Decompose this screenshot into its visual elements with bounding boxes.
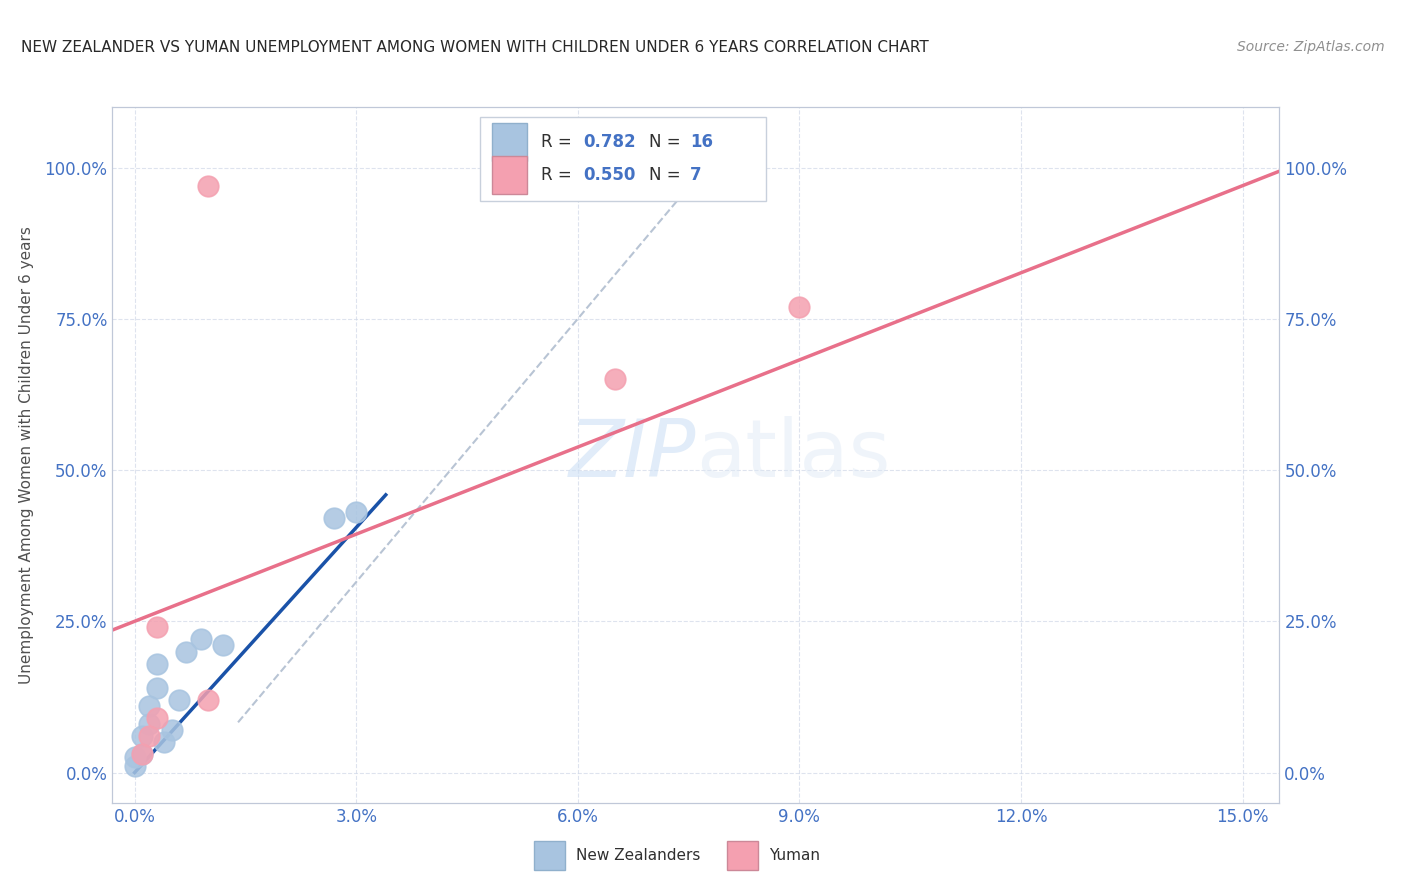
Point [212, 639, 235, 653]
Point [131, 747, 153, 762]
Point [138, 717, 160, 731]
Text: R =: R = [541, 166, 576, 184]
Y-axis label: Unemployment Among Women with Children Under 6 years: Unemployment Among Women with Children U… [18, 226, 34, 684]
Text: ZIP: ZIP [568, 416, 696, 494]
Bar [479, 118, 766, 201]
Bar [492, 156, 527, 194]
Point [190, 632, 212, 647]
Point [176, 644, 198, 658]
Text: atlas: atlas [696, 416, 890, 494]
Point [146, 620, 169, 634]
Point [146, 681, 169, 695]
Point [124, 750, 146, 764]
Point [153, 735, 176, 749]
Point [197, 178, 219, 193]
Text: 0.550: 0.550 [582, 166, 636, 184]
Text: R =: R = [541, 133, 576, 151]
Point [138, 729, 160, 743]
Text: Yuman: Yuman [769, 848, 820, 863]
Text: 0.782: 0.782 [582, 133, 636, 151]
Text: N =: N = [650, 166, 686, 184]
Point [344, 505, 367, 519]
Point [131, 729, 153, 743]
Bar [492, 123, 527, 161]
Text: N =: N = [650, 133, 686, 151]
Point [124, 759, 146, 773]
Point [197, 693, 219, 707]
Point [138, 698, 160, 713]
Text: 16: 16 [690, 133, 713, 151]
Point [323, 511, 346, 525]
Point [167, 693, 190, 707]
Point [146, 711, 169, 725]
Point [146, 657, 169, 671]
Point [160, 723, 183, 738]
Point [603, 372, 626, 386]
Point [789, 300, 811, 314]
Text: Source: ZipAtlas.com: Source: ZipAtlas.com [1237, 40, 1385, 54]
Text: New Zealanders: New Zealanders [576, 848, 700, 863]
Point [131, 747, 153, 762]
Text: NEW ZEALANDER VS YUMAN UNEMPLOYMENT AMONG WOMEN WITH CHILDREN UNDER 6 YEARS CORR: NEW ZEALANDER VS YUMAN UNEMPLOYMENT AMON… [21, 40, 929, 55]
Text: 7: 7 [690, 166, 702, 184]
